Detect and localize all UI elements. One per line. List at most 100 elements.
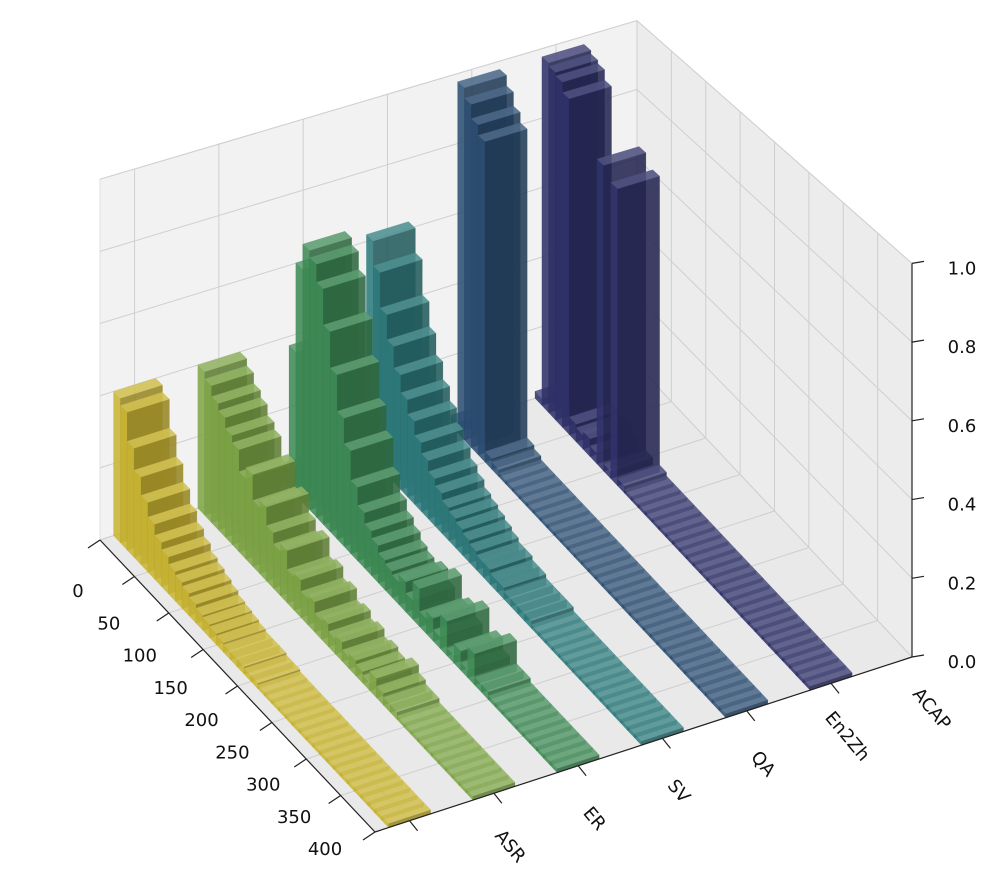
bar-side: [364, 523, 372, 577]
bar-side: [596, 158, 604, 472]
x-tick-label: 100: [123, 646, 157, 667]
x-tick: [259, 722, 273, 731]
bar-top: [555, 63, 605, 83]
category-tick: [577, 765, 587, 777]
bar-top: [448, 497, 499, 519]
bar-side: [357, 505, 365, 569]
bar-top: [343, 430, 394, 451]
bar-side: [316, 281, 324, 526]
bar-side: [140, 494, 149, 573]
bar-side: [548, 65, 556, 421]
bar-side: [350, 479, 358, 562]
bar-top: [371, 524, 421, 546]
bar-side: [471, 118, 479, 456]
bar: [718, 692, 769, 719]
bar-top: [386, 326, 437, 347]
z-tick: [911, 496, 925, 501]
bar-top: [209, 612, 260, 634]
category-tick: [409, 820, 419, 832]
bar-top: [414, 421, 464, 443]
bar-side: [197, 364, 205, 516]
bar-top: [231, 429, 282, 450]
bar-top: [384, 550, 435, 572]
bar-top: [120, 391, 170, 413]
x-tick: [156, 612, 170, 622]
bar-side: [161, 549, 169, 595]
bar-top: [477, 122, 528, 142]
bar-side: [336, 410, 345, 547]
bar-top: [133, 456, 184, 478]
bar-side: [211, 396, 219, 531]
bar-top: [381, 802, 431, 824]
category-tick-label: ASR: [490, 826, 529, 867]
bar-top: [307, 580, 358, 603]
x-tick: [190, 649, 204, 658]
bar-top: [376, 672, 426, 694]
bar-top: [175, 561, 225, 583]
bar-side: [204, 378, 212, 524]
bar-top: [188, 583, 239, 605]
bar-top: [548, 53, 599, 73]
bar-side: [231, 442, 240, 553]
bar-top: [491, 448, 542, 470]
bar-top: [168, 550, 218, 572]
bar-top: [259, 486, 310, 508]
bar-side: [421, 453, 429, 520]
bar-side: [113, 390, 121, 544]
bar-side: [407, 413, 415, 505]
category-tick-label: En2Zh: [820, 708, 873, 766]
bar-top: [372, 252, 423, 273]
bar-top: [549, 747, 600, 769]
bar-side: [120, 405, 128, 551]
bar-top: [357, 491, 408, 514]
category-axis: [374, 656, 913, 833]
bar-top: [377, 539, 428, 561]
z-tick-label: 0.6: [948, 416, 977, 437]
bar-side: [412, 581, 420, 628]
bar-top: [441, 486, 492, 508]
bar-top: [245, 453, 296, 475]
bar-top: [398, 560, 449, 583]
bar-top: [321, 602, 371, 625]
x-tick: [328, 795, 341, 804]
bar-top: [322, 311, 373, 332]
bar-top: [496, 566, 547, 589]
bar-top: [469, 530, 519, 552]
bar-top: [524, 599, 574, 621]
bar-side: [280, 543, 288, 604]
category-tick: [661, 737, 671, 749]
bar-side: [555, 75, 563, 428]
z-tick: [911, 418, 925, 422]
bar-end: [617, 175, 660, 487]
x-tick-label: 150: [153, 678, 187, 699]
bar-top: [202, 603, 253, 625]
bar-end: [484, 128, 528, 463]
bar-top: [617, 464, 667, 487]
bar-top: [216, 621, 266, 644]
bar-top: [484, 437, 535, 460]
x-tick-label: 50: [97, 613, 120, 634]
bar-top: [610, 169, 660, 190]
category-tick-label: QA: [746, 747, 780, 781]
z-tick-label: 0.0: [948, 652, 977, 673]
bar-top: [348, 639, 399, 661]
z-tick: [911, 339, 925, 343]
bar-top: [218, 397, 268, 418]
x-tick: [293, 758, 307, 768]
bar-side: [464, 97, 472, 449]
bar-top: [434, 472, 485, 494]
bar-top: [355, 650, 406, 672]
bar-top: [470, 105, 521, 126]
bar-side: [414, 435, 422, 513]
bar-side: [323, 324, 331, 533]
grid-line: [99, 20, 638, 180]
bar-top: [350, 466, 401, 488]
bar-top: [181, 572, 232, 594]
bar-top: [596, 146, 647, 166]
bar-top: [407, 400, 458, 422]
bar-top: [389, 690, 440, 713]
x-tick-label: 250: [215, 742, 249, 763]
z-tick: [911, 260, 925, 264]
bar-top: [481, 670, 531, 693]
